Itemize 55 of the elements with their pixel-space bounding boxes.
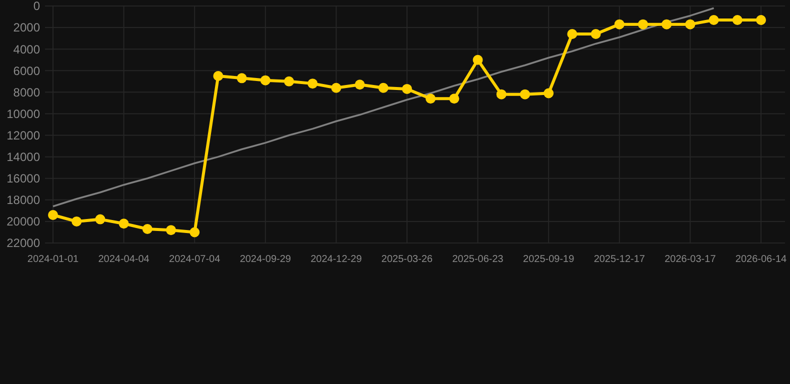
point: [732, 15, 742, 26]
x-tick-label: 2025-09-19: [523, 254, 575, 265]
point: [260, 75, 270, 86]
point: [354, 80, 365, 90]
point: [520, 89, 530, 100]
point: [308, 78, 318, 89]
point: [118, 218, 129, 229]
point: [142, 224, 152, 234]
point: [426, 94, 436, 104]
point: [72, 216, 82, 226]
point: [756, 15, 766, 26]
x-tick-label: 2025-03-26: [381, 254, 434, 265]
point: [708, 15, 719, 26]
y-tick-label: 14000: [6, 150, 40, 164]
y-tick-label: 22000: [6, 236, 40, 250]
point: [166, 225, 176, 236]
point: [544, 88, 554, 98]
y-tick-label: 4000: [13, 42, 40, 56]
point: [496, 89, 506, 100]
y-tick-label: 20000: [6, 214, 40, 229]
point: [378, 82, 388, 93]
point: [449, 94, 460, 104]
x-tick-label: 2025-06-23: [452, 254, 504, 265]
y-tick-label: 18000: [6, 193, 40, 208]
line-series: [52, 7, 715, 208]
x-tick-label: 2024-09-29: [240, 254, 292, 265]
y-tick-label: 0: [33, 0, 40, 14]
y-tick-label: 10000: [6, 106, 40, 121]
y-tick-label: 8000: [13, 85, 40, 100]
point: [567, 29, 578, 40]
point: [614, 19, 624, 30]
y-tick-label: 12000: [6, 128, 40, 142]
point: [190, 227, 200, 238]
x-tick-label: 2024-07-04: [169, 254, 221, 265]
point: [236, 73, 247, 84]
point: [48, 210, 58, 220]
y-tick-label: 2000: [13, 20, 40, 35]
y-tick-label: 6000: [13, 64, 40, 78]
x-tick-label: 2024-01-01: [27, 254, 80, 265]
x-tick-label: 2024-04-04: [98, 254, 150, 265]
point: [472, 54, 483, 65]
x-tick-label: 2025-12-17: [594, 254, 646, 265]
point: [331, 82, 342, 93]
point: [590, 29, 601, 40]
point: [284, 76, 294, 86]
point: [662, 19, 672, 30]
point: [402, 84, 412, 94]
point: [638, 19, 648, 30]
point: [95, 214, 106, 224]
point: [213, 71, 224, 82]
point: [685, 19, 696, 30]
x-tick-label: 2024-12-29: [310, 254, 362, 265]
x-tick-label: 2026-06-14: [735, 254, 788, 265]
x-tick-label: 2026-03-17: [664, 254, 716, 265]
y-tick-label: 16000: [6, 172, 40, 186]
